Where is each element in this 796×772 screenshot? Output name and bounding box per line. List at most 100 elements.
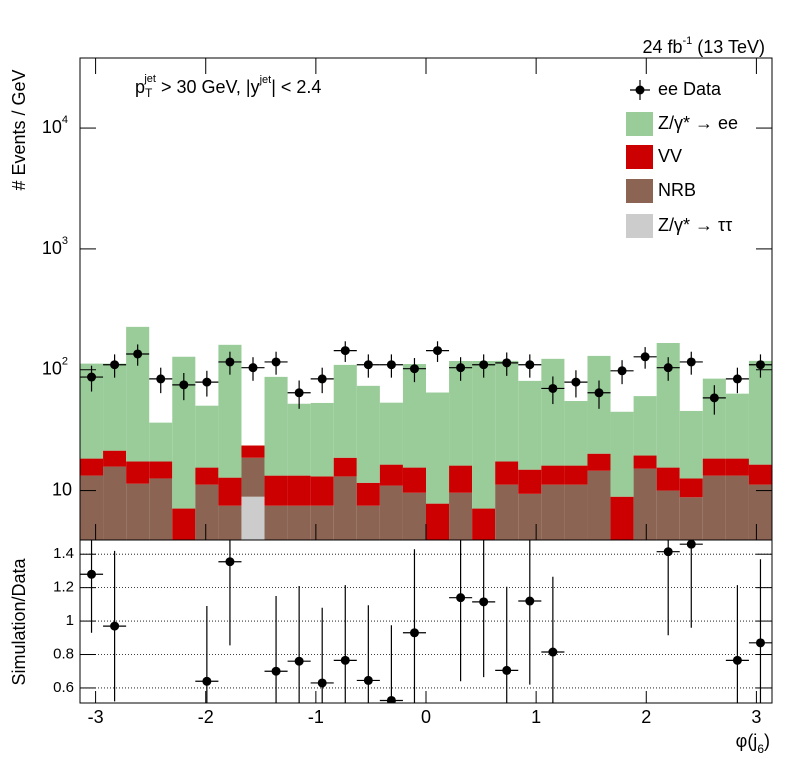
histogram-segment: [149, 422, 173, 462]
histogram-segment: [656, 342, 680, 468]
histogram-segment: [172, 356, 196, 509]
histogram-segment: [80, 363, 104, 459]
histogram-segment: [449, 465, 473, 493]
histogram-segment: [679, 497, 703, 540]
histogram-segment: [495, 461, 519, 485]
histogram-segment: [541, 465, 565, 485]
histogram-segment: [472, 361, 496, 509]
data-point: [110, 360, 120, 370]
y-tick-label: 102: [42, 356, 68, 379]
data-point: [248, 363, 258, 373]
data-point: [571, 377, 581, 387]
data-point: [732, 655, 742, 665]
histogram-segment: [264, 475, 288, 506]
histogram-segment: [656, 490, 680, 540]
y-tick-base: 10: [42, 358, 62, 378]
y-tick-label: 1: [66, 612, 74, 629]
data-point: [433, 346, 443, 356]
histogram-segment: [610, 411, 634, 497]
histogram-segment: [195, 484, 219, 540]
data-point: [317, 678, 327, 688]
x-tick-label: -1: [308, 707, 324, 727]
histogram-segment: [564, 484, 588, 540]
x-tick-label: 0: [421, 707, 431, 727]
y-tick-label: 0.6: [53, 679, 74, 696]
ratio-y-axis-title: Simulation/Data: [9, 557, 29, 685]
data-point: [456, 363, 466, 373]
histogram-segment: [679, 478, 703, 498]
data-point: [271, 357, 281, 367]
histogram-segment: [310, 505, 334, 540]
histogram-segment: [172, 508, 196, 540]
data-point: [202, 377, 212, 387]
histogram-segment: [126, 461, 150, 484]
histogram-segment: [126, 326, 150, 462]
histogram-segment: [495, 484, 519, 540]
data-point: [525, 596, 535, 606]
histogram-segment: [287, 403, 311, 476]
histogram-segment: [149, 461, 173, 479]
data-point: [502, 358, 512, 368]
histogram-segment: [241, 496, 265, 540]
legend-label: VV: [658, 146, 682, 166]
legend-marker: [635, 85, 645, 95]
data-point: [87, 372, 97, 382]
data-point: [202, 676, 212, 686]
histogram-segment: [379, 485, 403, 540]
histogram-segment: [218, 505, 242, 540]
histogram-segment: [564, 465, 588, 485]
histogram-segment: [541, 358, 565, 466]
histogram-segment: [402, 467, 426, 493]
data-point: [409, 364, 419, 374]
y-tick-label: 1.2: [53, 579, 74, 596]
data-point: [755, 360, 765, 370]
data-point: [294, 656, 304, 666]
histogram-segment: [310, 402, 334, 477]
legend-swatch: [626, 179, 653, 203]
legend-label: Z/γ* → ττ: [658, 215, 732, 235]
histogram-segment: [702, 378, 726, 459]
data-point: [363, 360, 373, 370]
y-tick-label: 1.4: [53, 545, 74, 562]
data-point: [640, 352, 650, 362]
y-tick-label: 104: [42, 114, 68, 137]
data-point: [87, 569, 97, 579]
y-tick-base: 10: [42, 117, 62, 137]
histogram-segment: [449, 492, 473, 540]
histogram-segment: [426, 392, 450, 504]
histogram-segment: [633, 468, 657, 540]
y-tick-power: 2: [62, 356, 68, 368]
histogram-segment: [633, 455, 657, 469]
histogram-segment: [518, 469, 542, 494]
data-point: [709, 393, 719, 403]
histogram-segment: [587, 470, 611, 540]
histogram-segment: [103, 450, 127, 467]
histogram-segment: [702, 475, 726, 540]
histogram-segment: [195, 467, 219, 485]
histogram-segment: [103, 466, 127, 540]
legend-swatch: [626, 112, 653, 136]
y-tick-label: 0.8: [53, 645, 74, 662]
histogram-segment: [356, 385, 380, 483]
histogram-segment: [402, 364, 426, 468]
data-point: [179, 380, 189, 390]
data-point: [386, 695, 396, 703]
y-tick-label: 103: [42, 235, 68, 258]
histogram-segment: [264, 376, 288, 476]
histogram-segment: [402, 492, 426, 540]
histogram-segment: [310, 476, 334, 506]
histogram-segment: [633, 396, 657, 456]
histogram-segment: [564, 401, 588, 466]
legend-label: NRB: [658, 180, 696, 200]
histogram-segment: [748, 464, 772, 485]
luminosity: 24 fb-1 (13 TeV): [642, 35, 765, 57]
histogram-segment: [426, 503, 450, 540]
histogram-segment: [725, 475, 749, 540]
main-plot-area: [80, 326, 772, 540]
histogram-segment: [218, 477, 242, 506]
legend: ee Data Z/γ* → ee VV NRB Z/γ* → ττ: [626, 79, 738, 238]
histogram-segment: [379, 464, 403, 486]
data-point: [663, 547, 673, 557]
selection-annotation: pTjet > 30 GeV, |yjet| < 2.4: [135, 73, 321, 100]
data-point: [110, 621, 120, 631]
